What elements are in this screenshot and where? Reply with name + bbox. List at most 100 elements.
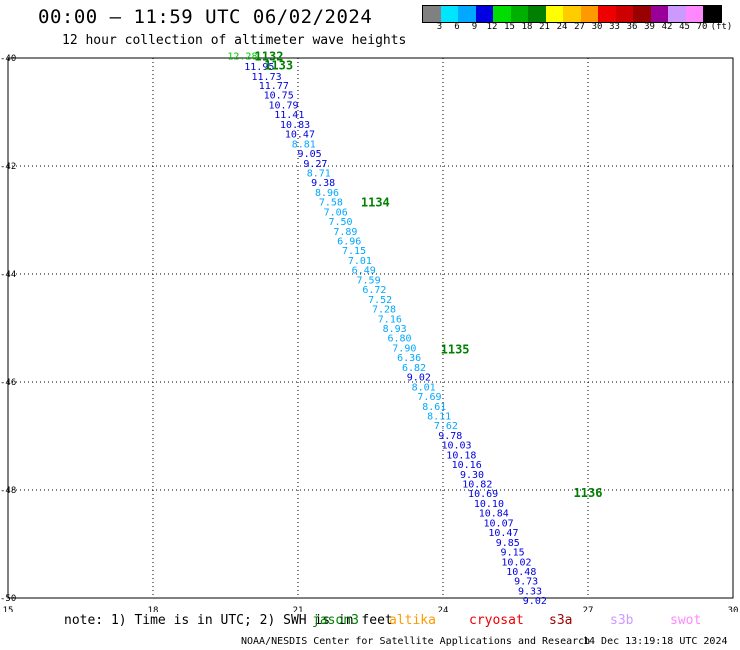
wave-height-value: 7.59 xyxy=(357,275,381,286)
wave-height-value: 9.38 xyxy=(311,178,335,189)
wave-height-value: 10.18 xyxy=(446,450,476,461)
wave-height-value: 9.27 xyxy=(303,159,327,170)
wave-height-value: 10.03 xyxy=(441,441,471,452)
x-tick-label: 21 xyxy=(293,606,304,612)
wave-height-value: 7.58 xyxy=(319,198,343,209)
legend-item-swot: swot xyxy=(670,613,702,628)
x-tick-label: 18 xyxy=(148,606,159,612)
x-tick-label: 24 xyxy=(438,606,449,612)
color-scale-label: 15 xyxy=(504,22,515,32)
y-tick-label: -46 xyxy=(0,378,16,388)
wave-height-value: 8.93 xyxy=(383,324,407,335)
time-label: 1135 xyxy=(441,343,470,357)
wave-height-value: 11.73 xyxy=(252,72,282,83)
wave-height-value: 10.75 xyxy=(264,91,294,102)
wave-height-value: 11.41 xyxy=(274,110,304,121)
footer-note: note: 1) Time is in UTC; 2) SWH is in fe… xyxy=(64,613,393,628)
wave-height-value: 7.89 xyxy=(333,227,357,238)
color-scale-label: 30 xyxy=(591,22,603,32)
color-scale-label: 39 xyxy=(644,22,655,32)
wave-height-value: 8.11 xyxy=(427,411,451,422)
color-scale-label: 24 xyxy=(556,22,568,32)
color-swatch xyxy=(475,6,493,22)
y-tick-label: -44 xyxy=(0,270,16,280)
x-tick-label: 30 xyxy=(728,606,739,612)
wave-height-value: 8.71 xyxy=(307,168,331,179)
wave-height-value: 8.61 xyxy=(422,402,446,413)
color-swatch xyxy=(598,6,616,22)
time-label: 1136 xyxy=(574,486,603,500)
wave-height-value: 7.52 xyxy=(368,295,392,306)
color-scale-label: 3 xyxy=(436,22,443,32)
wave-height-value: 7.28 xyxy=(372,305,396,316)
color-scale-label: 45 xyxy=(679,22,690,32)
legend-item-s3a: s3a xyxy=(549,613,573,628)
wave-height-value: 10.07 xyxy=(484,518,514,529)
wave-height-value: 9.73 xyxy=(514,577,538,588)
wave-height-value: 9.05 xyxy=(298,149,322,160)
wave-height-value: 9.02 xyxy=(407,373,431,384)
wave-height-value: 10.79 xyxy=(268,100,298,111)
wave-height-value: 9.33 xyxy=(518,586,542,597)
wave-height-plot: 15 18 21 24 27 30 -40 -42 -44 -46 -48 -50 12.2811.95… xyxy=(0,49,739,612)
color-swatch xyxy=(580,6,598,22)
wave-height-value: 10.69 xyxy=(468,489,498,500)
color-scale-label: 21 xyxy=(539,22,550,32)
color-scale-label: 27 xyxy=(574,22,585,32)
color-swatch xyxy=(545,6,563,22)
legend-item-altika: altika xyxy=(389,613,436,628)
wave-height-value: 7.50 xyxy=(328,217,352,228)
y-tick-label: -48 xyxy=(0,486,16,496)
x-tick-label: 15 xyxy=(3,606,14,612)
color-swatch xyxy=(563,6,581,22)
wave-height-value: 9.15 xyxy=(501,548,525,559)
legend-item-s3b: s3b xyxy=(610,613,634,628)
wave-height-value: 10.83 xyxy=(280,120,310,131)
wave-height-value: 7.16 xyxy=(378,314,402,325)
color-scale-label: 42 xyxy=(661,22,673,32)
chart-subtitle: 12 hour collection of altimeter wave hei… xyxy=(62,33,407,48)
color-swatch xyxy=(528,6,546,22)
wave-height-value: 10.47 xyxy=(488,528,518,539)
wave-height-value: 11.95 xyxy=(244,62,274,73)
wave-height-value: 10.47 xyxy=(285,130,315,141)
color-scale-bar xyxy=(422,5,722,23)
wave-height-value: 6.49 xyxy=(352,266,376,277)
wave-height-value: 7.06 xyxy=(324,207,348,218)
wave-height-value: 12.28 xyxy=(227,51,257,62)
wave-height-value: 10.02 xyxy=(501,557,531,568)
color-scale-labels: 3 6 9 12 15 18 21 24 27 30 33 36 39 42 45 70 (ft) xyxy=(422,22,740,34)
color-scale-label: 36 xyxy=(626,22,638,32)
wave-height-value: 7.62 xyxy=(434,421,458,432)
color-scale-label: 6 xyxy=(454,22,460,32)
wave-height-value: 9.85 xyxy=(496,538,520,549)
color-swatch xyxy=(650,6,668,22)
color-swatch xyxy=(510,6,528,22)
wave-height-value: 10.16 xyxy=(452,460,482,471)
wave-height-value: 10.48 xyxy=(506,567,536,578)
wave-height-value: 7.01 xyxy=(348,256,372,267)
wave-height-value: 6.80 xyxy=(387,334,411,345)
color-swatch xyxy=(423,6,441,22)
time-label: 1132 xyxy=(255,49,284,63)
time-label: 1134 xyxy=(361,196,390,210)
color-scale-label: 9 xyxy=(471,22,478,32)
x-tick-label: 27 xyxy=(583,606,594,612)
wave-height-value: 9.78 xyxy=(438,431,462,442)
wave-height-value: 6.82 xyxy=(402,363,426,374)
wave-height-value: 9.30 xyxy=(460,470,484,481)
y-tick-label: -40 xyxy=(0,54,16,64)
time-label: 1133 xyxy=(264,59,293,73)
satellite-legend: jason3 altika cryosat s3a s3b swot xyxy=(0,613,740,631)
wave-height-value: 8.81 xyxy=(292,139,316,150)
wave-height-value: 8.96 xyxy=(315,188,339,199)
wave-height-value: 9.02 xyxy=(523,596,547,607)
legend-item-jason3: jason3 xyxy=(312,613,359,628)
wave-height-value: 10.82 xyxy=(462,480,492,491)
y-tick-label: -42 xyxy=(0,162,16,172)
plot-frame xyxy=(7,57,734,599)
color-swatch xyxy=(633,6,651,22)
wave-height-value: 10.84 xyxy=(479,509,509,520)
generated-timestamp: 14 Dec 13:19:18 UTC 2024 xyxy=(583,636,728,647)
wave-height-value: 6.36 xyxy=(397,353,421,364)
